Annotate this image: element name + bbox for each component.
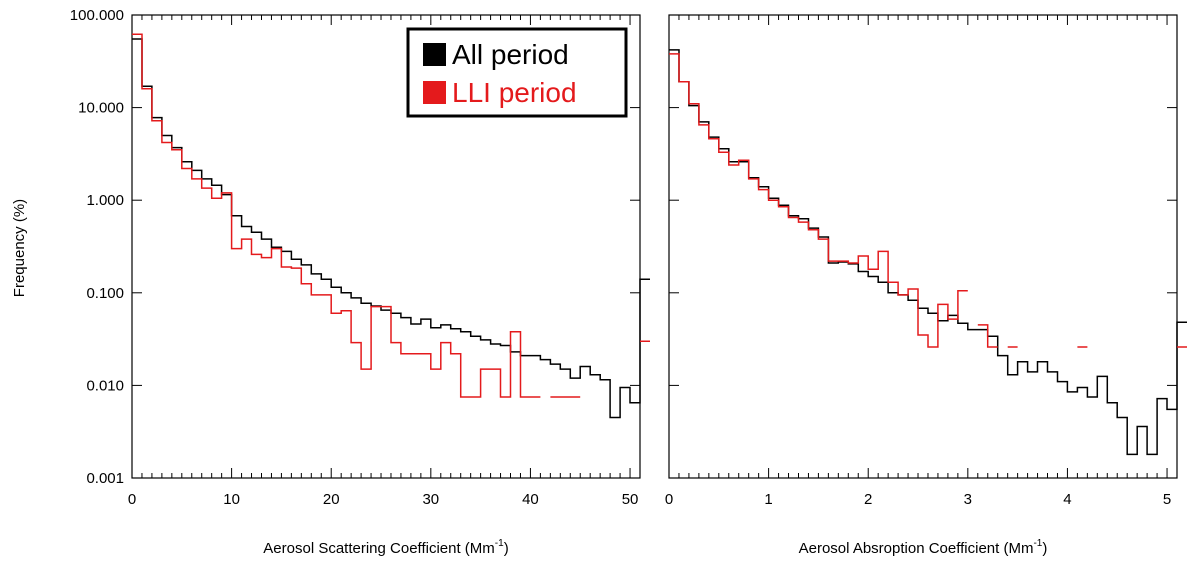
series-all-period <box>669 49 1187 456</box>
y-tick-label: 10.000 <box>78 100 124 117</box>
left-x-axis-title: Aerosol Scattering Coefficient (Mm-1) <box>263 538 508 557</box>
x-tick-label: 10 <box>223 491 240 508</box>
y-tick-label: 0.010 <box>86 377 124 394</box>
left-y-tick-labels: 100.000 10.000 1.000 0.100 0.010 0.001 <box>70 7 124 487</box>
left-tick-marks <box>131 14 641 479</box>
y-tick-label: 100.000 <box>70 7 124 24</box>
x-tick-label: 1 <box>764 491 772 508</box>
series-lli-period <box>669 53 1187 348</box>
x-tick-label: 20 <box>323 491 340 508</box>
right-plot-frame <box>668 14 1178 479</box>
right-x-tick-labels: 0 1 2 3 4 5 <box>665 491 1171 508</box>
series-lli-period <box>132 33 650 398</box>
right-panel: 0 1 2 3 4 5 Aerosol Absroption Coefficient (M… <box>665 14 1187 557</box>
x-tick-label: 50 <box>622 491 639 508</box>
left-plot-frame <box>131 14 641 479</box>
right-series-lines <box>669 49 1187 456</box>
legend-label-lli: LLI period <box>452 77 577 108</box>
y-tick-label: 0.100 <box>86 285 124 302</box>
x-tick-label: 0 <box>128 491 136 508</box>
x-tick-label: 30 <box>422 491 439 508</box>
y-axis-title: Frequency (%) <box>11 199 28 297</box>
y-tick-label: 0.001 <box>86 470 124 487</box>
legend-swatch-lli <box>423 81 446 104</box>
right-x-axis-title: Aerosol Absroption Coefficient (Mm-1) <box>799 538 1048 557</box>
legend-swatch-all <box>423 43 446 66</box>
x-tick-label: 5 <box>1163 491 1171 508</box>
x-tick-label: 2 <box>864 491 872 508</box>
x-tick-label: 0 <box>665 491 673 508</box>
left-x-tick-labels: 0 10 20 30 40 50 <box>128 491 639 508</box>
y-tick-label: 1.000 <box>86 192 124 209</box>
legend: All period LLI period <box>406 27 628 118</box>
left-series-lines <box>132 33 650 419</box>
x-tick-label: 4 <box>1063 491 1071 508</box>
legend-label-all: All period <box>452 39 569 70</box>
x-tick-label: 3 <box>964 491 972 508</box>
left-panel: 100.000 10.000 1.000 0.100 0.010 0.001 0 10 20 3… <box>70 7 650 557</box>
x-tick-label: 40 <box>522 491 539 508</box>
right-tick-marks <box>668 14 1178 479</box>
